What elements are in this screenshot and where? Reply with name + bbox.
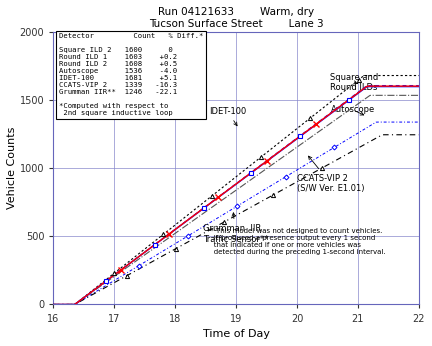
X-axis label: Time of Day: Time of Day	[203, 329, 270, 339]
Text: Detector         Count   % Diff.*

Square ILD 2   1600      0
Round ILD 1    160: Detector Count % Diff.* Square ILD 2 160…	[59, 34, 203, 117]
Text: Autoscope: Autoscope	[330, 105, 375, 115]
Text: Square and
Round ILDs: Square and Round ILDs	[330, 73, 379, 92]
Text: ** This model was not designed to count vehicles.
   It produced a presence outp: ** This model was not designed to count …	[207, 228, 385, 255]
Text: Grumman  IIR
Traffic Sensor**: Grumman IIR Traffic Sensor**	[203, 213, 268, 244]
Text: CCATS-VIP 2
(S/W Ver. E1.01): CCATS-VIP 2 (S/W Ver. E1.01)	[297, 156, 365, 193]
Text: IDET-100: IDET-100	[209, 107, 246, 126]
Y-axis label: Vehicle Counts: Vehicle Counts	[7, 127, 17, 209]
Title: Run 04121633        Warm, dry
Tucson Surface Street        Lane 3: Run 04121633 Warm, dry Tucson Surface St…	[149, 7, 324, 28]
